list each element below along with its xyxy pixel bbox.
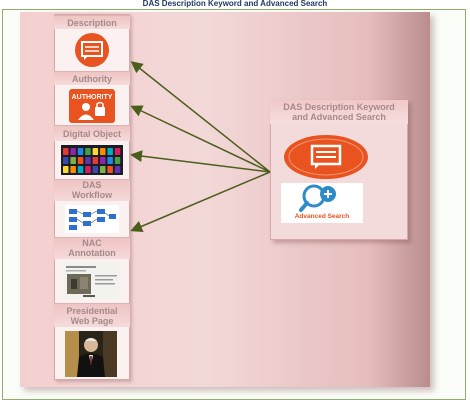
description-comment-icon — [75, 33, 109, 67]
file-type-icon — [92, 166, 99, 173]
digital-object-files-icon — [61, 145, 123, 175]
file-type-icon — [85, 166, 91, 173]
advanced-search-text: Advanced Search — [294, 213, 350, 220]
workflow-diagram-icon — [65, 205, 119, 233]
section-body-nac-annotation — [55, 259, 129, 303]
section-label-authority: Authority — [72, 74, 112, 84]
section-body-presidential-web-page — [55, 327, 129, 379]
section-header-presidential-web-page: Presidential Web Page — [54, 303, 130, 327]
section-label-presidential-line2: Web Page — [70, 316, 114, 326]
target-panel-header: DAS Description Keyword and Advanced Sea… — [270, 100, 408, 124]
presidential-portrait-image — [65, 331, 117, 377]
section-body-das-workflow — [55, 201, 129, 237]
file-type-icon — [114, 157, 121, 164]
target-label-line1: DAS Description Keyword — [283, 102, 395, 112]
section-header-das-workflow: DAS Workflow — [54, 179, 130, 201]
target-label-line2: and Advanced Search — [292, 112, 386, 122]
section-header-digital-object: Digital Object — [54, 125, 130, 141]
arrow-to-description — [130, 61, 271, 173]
file-type-icon — [114, 148, 121, 155]
section-label-nac-annotation-line1: NAC — [82, 238, 102, 248]
section-body-description — [55, 29, 129, 71]
section-body-authority: AUTHORITY — [55, 85, 129, 125]
section-label-presidential-line1: Presidential — [66, 306, 118, 316]
section-header-authority: Authority — [54, 71, 130, 85]
annotation-screenshot-thumbnail — [63, 263, 121, 299]
target-comment-icon — [284, 135, 368, 179]
arrow-to-authority — [130, 105, 271, 173]
page-title: DAS Description Keyword and Advanced Sea… — [142, 0, 328, 8]
file-type-icon — [85, 148, 91, 155]
file-type-icon — [85, 157, 91, 164]
file-type-icon — [100, 148, 106, 155]
section-label-das-workflow-line2: Workflow — [71, 190, 113, 200]
file-type-icon — [63, 157, 69, 164]
file-type-icon — [70, 157, 76, 164]
file-type-icon — [77, 157, 84, 164]
file-type-icon — [63, 166, 69, 173]
file-type-icon — [77, 148, 84, 155]
section-label-digital-object: Digital Object — [62, 129, 121, 139]
file-type-icon — [100, 166, 106, 173]
advanced-search-tile: Advanced Search — [281, 183, 363, 223]
section-body-digital-object — [55, 141, 129, 179]
file-type-icon — [114, 166, 121, 173]
authority-icon-text: AUTHORITY — [72, 94, 113, 101]
file-type-icon — [77, 166, 84, 173]
file-type-icon — [92, 157, 99, 164]
arrow-to-das-workflow — [130, 171, 271, 233]
arrow-to-digital-object — [130, 150, 271, 173]
section-label-nac-annotation-line2: Annotation — [68, 248, 116, 258]
section-header-description: Description — [54, 15, 130, 29]
section-label-description: Description — [67, 18, 117, 28]
file-type-icon — [107, 157, 113, 164]
advanced-search-magnifier-icon — [299, 184, 336, 212]
section-label-das-workflow-line1: DAS — [82, 180, 102, 190]
file-type-icon — [70, 148, 76, 155]
authority-badge-icon: AUTHORITY — [69, 89, 115, 123]
section-header-nac-annotation: NAC Annotation — [54, 237, 130, 259]
file-type-icon — [100, 157, 106, 164]
file-type-icon — [63, 148, 69, 155]
file-type-icon — [107, 148, 113, 155]
file-type-icon — [92, 148, 99, 155]
file-type-icon — [70, 166, 76, 173]
file-type-icon — [107, 166, 113, 173]
